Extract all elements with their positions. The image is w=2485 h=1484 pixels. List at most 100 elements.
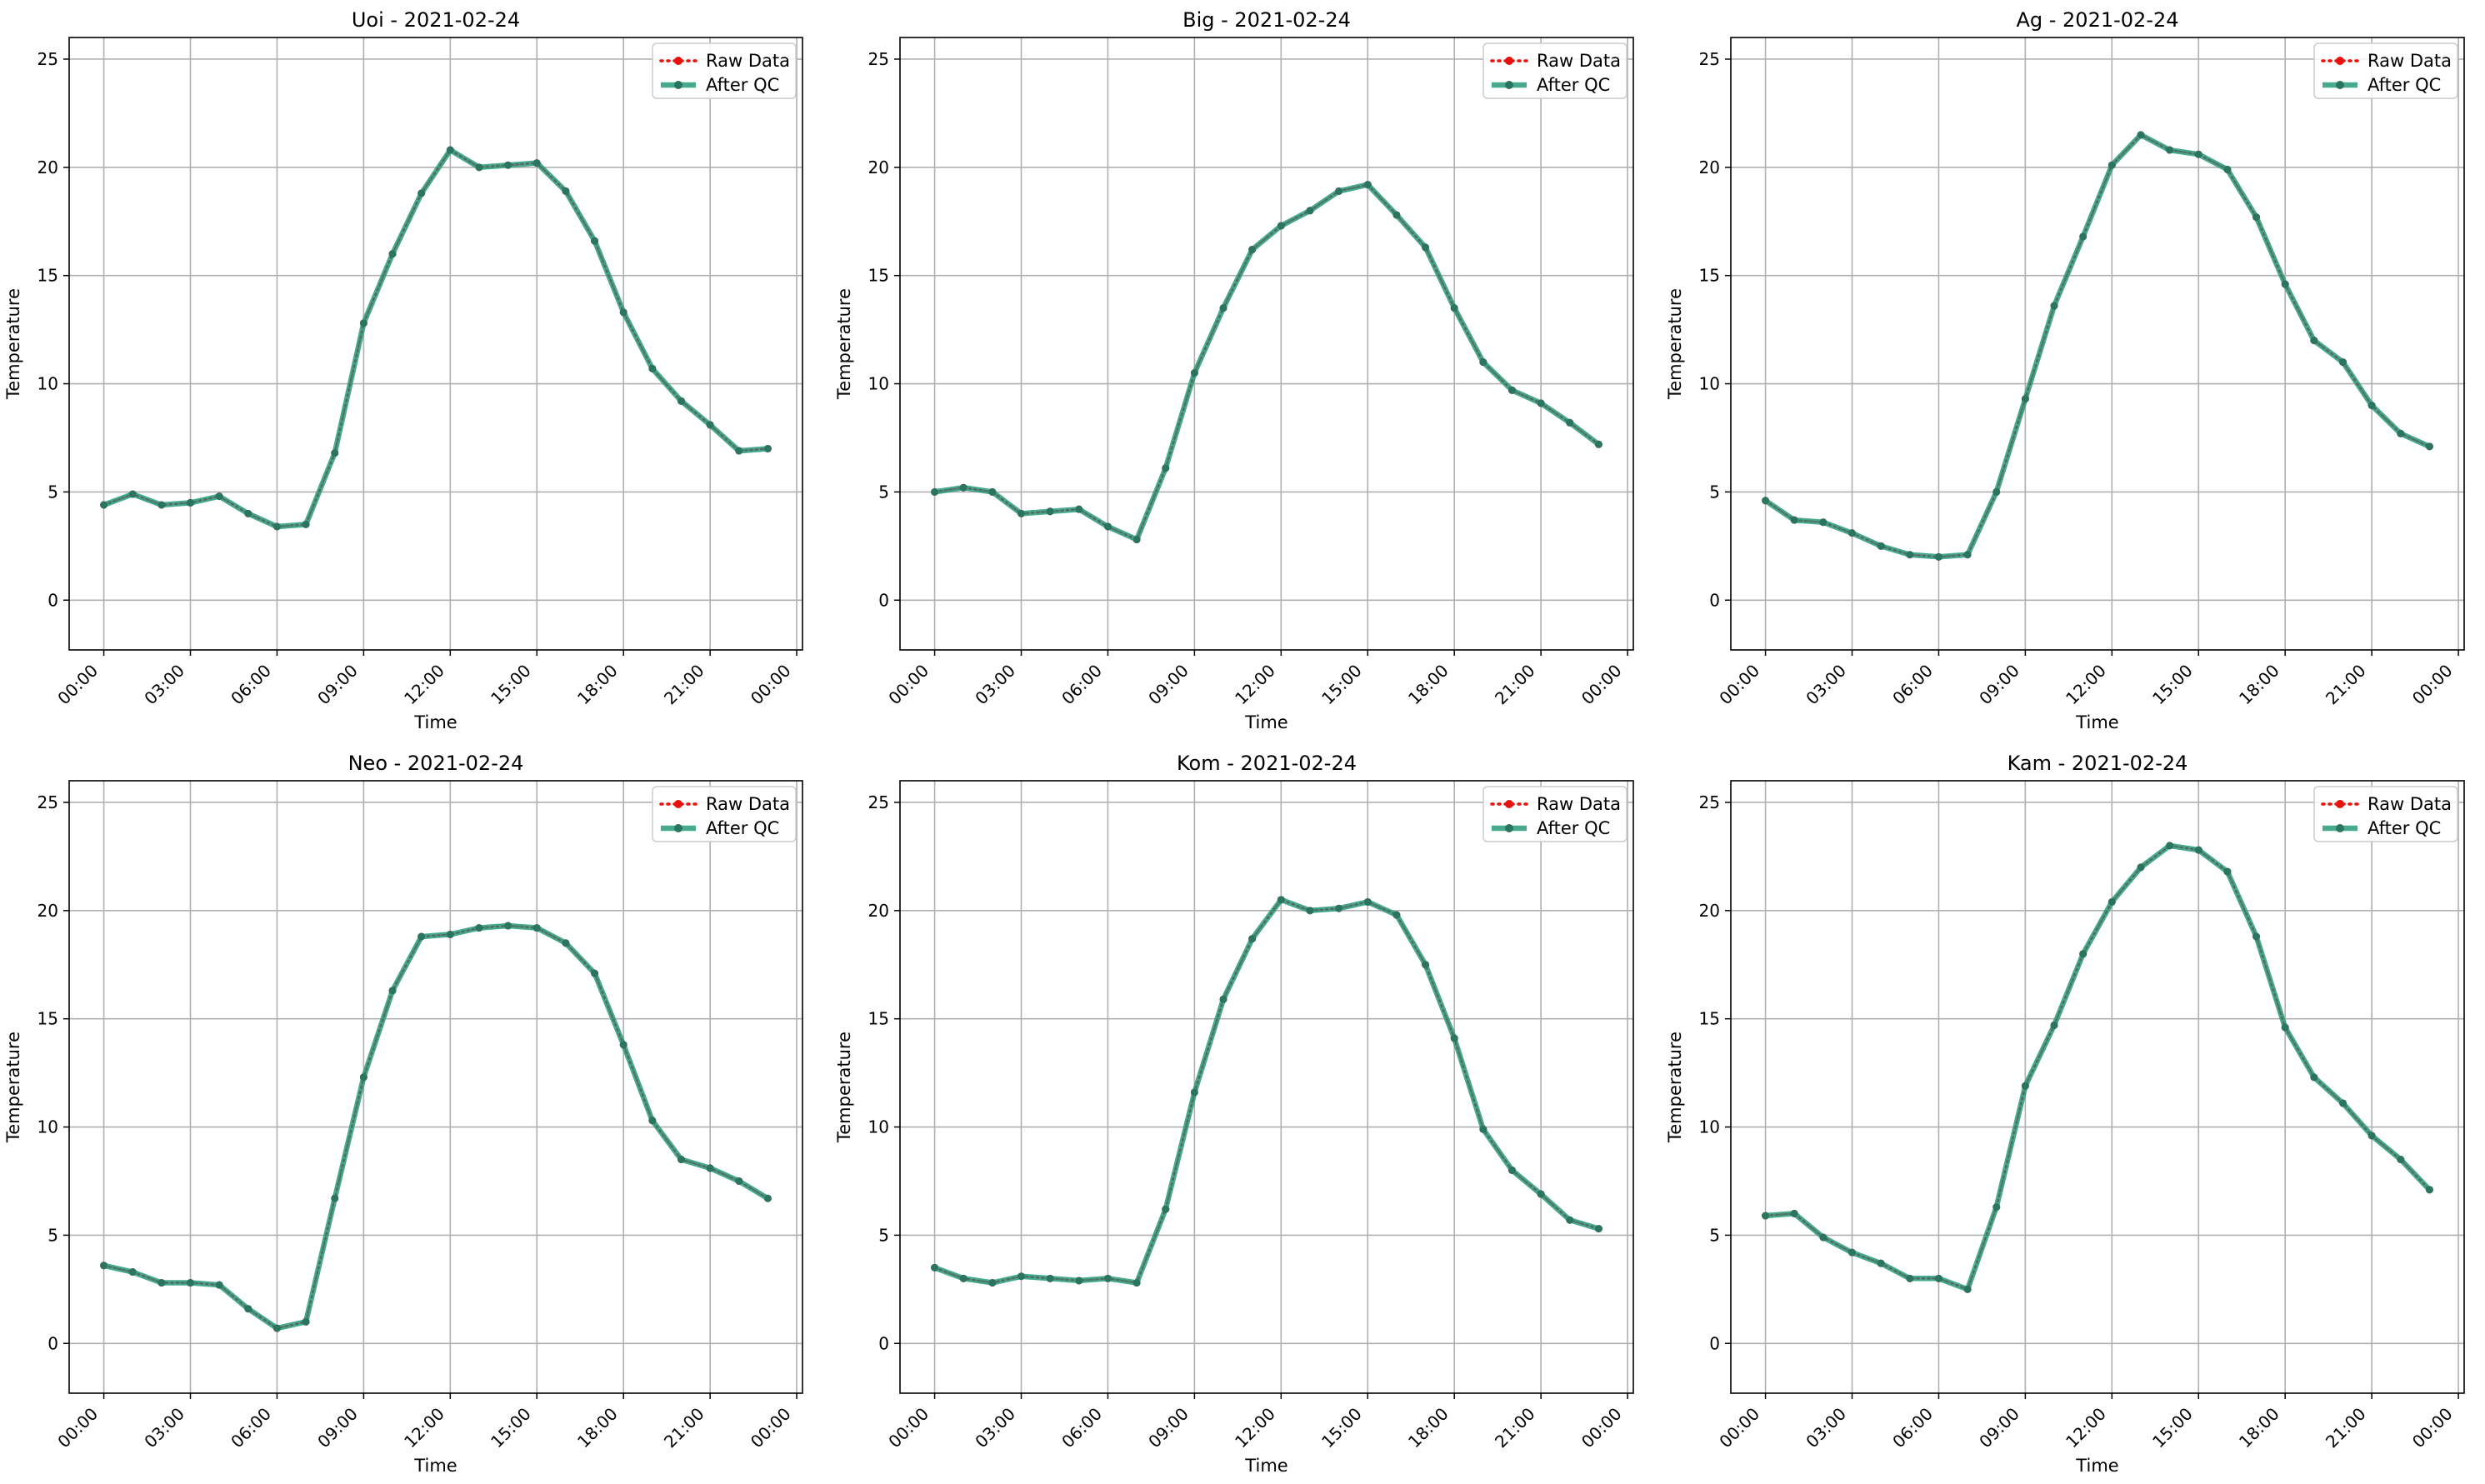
- after-qc-point: [100, 1262, 108, 1270]
- legend: Raw Data After QC: [652, 786, 797, 842]
- after-qc-point: [2310, 1073, 2318, 1082]
- after-qc-point: [1162, 1205, 1170, 1213]
- after-qc-point: [1819, 518, 1828, 527]
- x-tick-label: 09:00: [1975, 661, 2023, 709]
- legend-raw-label: Raw Data: [706, 51, 790, 71]
- x-tick-label: 18:00: [573, 661, 622, 709]
- after-qc-point: [677, 1156, 685, 1164]
- after-qc-point: [1335, 187, 1343, 195]
- after-qc-point: [1248, 246, 1257, 254]
- after-qc-point: [2223, 165, 2232, 173]
- subplot-5: 00:00 03:00 06:00 09:00 12:00 15:00 18:00 21:00…: [834, 752, 1634, 1476]
- y-tick-label: 5: [1709, 482, 1720, 502]
- x-tick-label: 03:00: [1802, 1404, 1850, 1452]
- x-tick-label: 15:00: [1318, 661, 1366, 709]
- after-qc-point: [619, 1041, 628, 1049]
- x-tick-label: 18:00: [573, 1404, 622, 1452]
- y-tick-label: 20: [868, 157, 889, 177]
- raw-data-overlay: [102, 924, 769, 1330]
- x-tick-label: 00:00: [2408, 661, 2457, 709]
- legend-qc-label: After QC: [706, 75, 779, 95]
- legend: Raw Data After QC: [1482, 42, 1628, 99]
- x-tick-label: 12:00: [1231, 661, 1279, 709]
- legend-raw-label: Raw Data: [1537, 794, 1621, 814]
- after-qc-point: [2137, 131, 2145, 139]
- x-tick-label: 09:00: [1144, 661, 1192, 709]
- after-qc-point: [1479, 1125, 1488, 1133]
- x-tick-label: 00:00: [53, 1404, 102, 1452]
- y-tick-label: 10: [868, 1117, 889, 1137]
- y-axis-label: Temperature: [3, 1032, 23, 1143]
- y-tick-label: 5: [48, 1225, 58, 1245]
- x-axis-label: Time: [413, 712, 457, 732]
- after-qc-point: [2108, 897, 2116, 906]
- legend: Raw Data After QC: [2313, 786, 2458, 842]
- after-qc-point: [2166, 146, 2174, 154]
- after-qc-point: [532, 924, 541, 932]
- after-qc-point: [1790, 1209, 1798, 1217]
- after-qc-point: [1190, 369, 1198, 377]
- after-qc-point: [446, 146, 454, 154]
- after-qc-point: [648, 364, 657, 372]
- after-qc-point: [2310, 337, 2318, 345]
- x-tick-label: 18:00: [2235, 1404, 2283, 1452]
- x-tick-label: 06:00: [227, 1404, 275, 1452]
- after-qc-point: [2397, 1156, 2405, 1164]
- x-tick-label: 00:00: [747, 1404, 795, 1452]
- axes-frame: [68, 780, 803, 1394]
- raw-data-overlay: [1764, 133, 2431, 558]
- after-qc-point: [648, 1117, 657, 1125]
- x-tick-label: 15:00: [2148, 1404, 2197, 1452]
- after-qc-point: [988, 1279, 997, 1287]
- x-tick-label: 06:00: [1058, 1404, 1106, 1452]
- after-qc-point: [1018, 509, 1026, 517]
- legend: Raw Data After QC: [1482, 786, 1628, 842]
- x-axis-label: Time: [413, 1456, 457, 1476]
- after-qc-point: [2021, 1082, 2029, 1090]
- after-qc-point: [1450, 1034, 1458, 1042]
- y-axis-label: Temperature: [1665, 1032, 1685, 1143]
- x-tick-label: 09:00: [313, 1404, 362, 1452]
- x-tick-label: 06:00: [1058, 661, 1106, 709]
- after-qc-point: [677, 397, 685, 405]
- axes-frame: [1730, 780, 2465, 1394]
- after-qc-point: [1306, 207, 1314, 215]
- after-qc-point: [763, 444, 772, 452]
- axes-frame: [1730, 37, 2465, 651]
- subplot-title: Big - 2021-02-24: [1182, 8, 1351, 32]
- after-qc-point: [302, 520, 310, 528]
- after-qc-point: [1103, 1274, 1112, 1282]
- y-tick-label: 20: [1699, 901, 1720, 921]
- subplot-title: Uoi - 2021-02-24: [352, 8, 520, 32]
- x-tick-label: 00:00: [1578, 1404, 1626, 1452]
- y-tick-label: 10: [38, 374, 58, 394]
- after-qc-point: [1566, 1216, 1574, 1224]
- x-tick-label: 00:00: [884, 1404, 932, 1452]
- after-qc-point: [302, 1317, 310, 1326]
- y-tick-label: 20: [38, 157, 58, 177]
- after-qc-point: [1848, 1248, 1857, 1257]
- x-tick-label: 09:00: [1975, 1404, 2023, 1452]
- after-qc-point: [2397, 429, 2405, 437]
- x-tick-label: 06:00: [1888, 661, 1937, 709]
- after-qc-point: [1306, 907, 1314, 915]
- after-qc-point: [1762, 1212, 1770, 1220]
- subplot-3: 00:00 03:00 06:00 09:00 12:00 15:00 18:00 21:00…: [1665, 8, 2465, 732]
- x-axis-label: Time: [2075, 712, 2118, 732]
- after-qc-point: [1277, 896, 1285, 904]
- legend-qc-label: After QC: [706, 818, 779, 838]
- y-axis-label: Temperature: [834, 288, 854, 400]
- x-tick-label: 00:00: [1715, 661, 1763, 709]
- raw-data-overlay: [933, 898, 1600, 1284]
- after-qc-point: [2425, 1186, 2433, 1194]
- after-qc-point: [2194, 846, 2202, 854]
- legend-qc-marker: [2336, 81, 2344, 89]
- x-tick-label: 12:00: [2062, 661, 2110, 709]
- after-qc-point: [1392, 911, 1401, 919]
- x-tick-label: 09:00: [1144, 1404, 1192, 1452]
- after-qc-point: [1992, 1203, 2001, 1212]
- after-qc-point: [2166, 842, 2174, 850]
- after-qc-point: [1046, 1274, 1054, 1282]
- after-qc-point: [158, 1279, 166, 1287]
